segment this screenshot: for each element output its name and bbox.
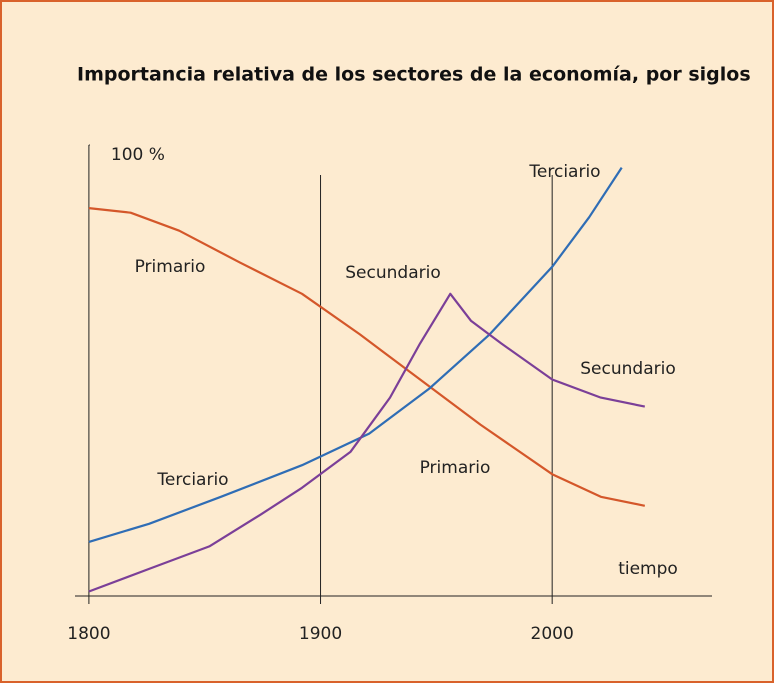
series-line: [88, 292, 646, 593]
x-tick-label: 1800: [67, 624, 110, 644]
annotation: Secundario: [345, 263, 440, 283]
series-line: [88, 207, 646, 507]
y-tick-label: 100 %: [111, 145, 165, 165]
x-tick-label: 1900: [299, 624, 342, 644]
annotation: Terciario: [528, 162, 600, 182]
annotation: tiempo: [618, 559, 678, 579]
chart-title: Importancia relativa de los sectores de …: [77, 64, 751, 86]
annotation: Primario: [135, 257, 206, 277]
annotation: Terciario: [156, 470, 228, 490]
x-tick-label: 2000: [531, 624, 574, 644]
annotation: Primario: [420, 458, 491, 478]
series-line: [88, 166, 623, 543]
annotation: Secundario: [580, 359, 675, 379]
